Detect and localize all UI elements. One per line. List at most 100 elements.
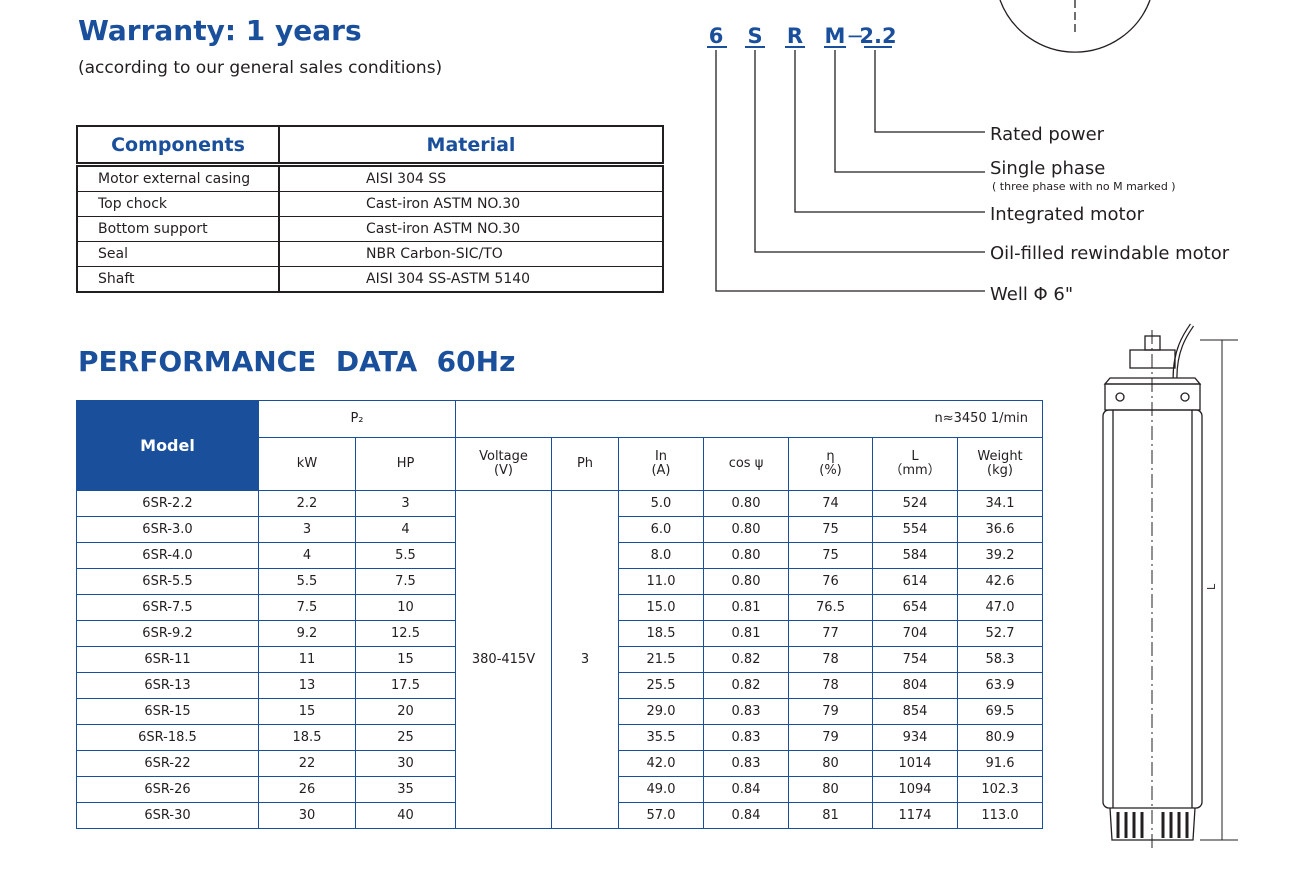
cell: 76.5 xyxy=(788,594,873,621)
cell: 13 xyxy=(258,672,356,699)
cell: 0.81 xyxy=(703,594,789,621)
cell: 76 xyxy=(788,568,873,595)
header: P₂ xyxy=(258,400,456,438)
row: 6SR-9.2 9.2 12.5 18.5 0.81 77 704 52.7 xyxy=(76,620,1044,647)
cell: 79 xyxy=(788,698,873,725)
cell: 30 xyxy=(355,750,456,777)
cell: 6SR-18.5 xyxy=(76,724,259,751)
cell: 75 xyxy=(788,516,873,543)
code-label: Oil-filled rewindable motor xyxy=(990,243,1230,264)
cell: 102.3 xyxy=(956,776,1044,803)
cell: 6SR-7.5 xyxy=(76,594,259,621)
cell: 1174 xyxy=(872,802,958,829)
cell: 4 xyxy=(355,516,456,543)
cell: 6SR-3.0 xyxy=(76,516,259,543)
cell: 15 xyxy=(258,698,356,725)
cell: 80 xyxy=(788,776,873,803)
cell: 6SR-9.2 xyxy=(76,620,259,647)
cell: 15 xyxy=(355,646,456,673)
cell: 6SR-26 xyxy=(76,776,259,803)
cell: 79 xyxy=(788,724,873,751)
cell: NBR Carbon-SIC/TO xyxy=(278,241,664,267)
cell: 3 xyxy=(258,516,356,543)
cell: 0.80 xyxy=(703,516,789,543)
cell: 11 xyxy=(258,646,356,673)
cell: 35.5 xyxy=(618,724,704,751)
cell: 0.83 xyxy=(703,750,789,777)
cell: 10 xyxy=(355,594,456,621)
cell: 25 xyxy=(355,724,456,751)
cell: 21.5 xyxy=(618,646,704,673)
cell: Shaft xyxy=(76,266,280,293)
header: L （mm） xyxy=(872,437,958,491)
cell: 1094 xyxy=(872,776,958,803)
cell: 0.82 xyxy=(703,672,789,699)
cell: 0.84 xyxy=(703,802,789,829)
cell: 75 xyxy=(788,542,873,569)
cell: AISI 304 SS-ASTM 5140 xyxy=(278,266,664,293)
code-part: M xyxy=(825,24,846,48)
code-label: Integrated motor xyxy=(990,204,1145,225)
cell: 3 xyxy=(355,490,456,517)
code-label: Single phase xyxy=(990,158,1105,179)
cell: 5.0 xyxy=(618,490,704,517)
code-part: 2.2 xyxy=(859,24,896,48)
materials-table: Components Material Motor external casing… xyxy=(76,125,664,293)
cell: 0.80 xyxy=(703,568,789,595)
cell: 804 xyxy=(872,672,958,699)
row: 6SR-15 15 20 29.0 0.83 79 854 69.5 xyxy=(76,698,1044,725)
cell: 6SR-5.5 xyxy=(76,568,259,595)
cell: 12.5 xyxy=(355,620,456,647)
cell: 113.0 xyxy=(956,802,1044,829)
cell: 80 xyxy=(788,750,873,777)
cell: 25.5 xyxy=(618,672,704,699)
cell: 18.5 xyxy=(618,620,704,647)
cell: 30 xyxy=(258,802,356,829)
cell: 17.5 xyxy=(355,672,456,699)
code-label: Well Φ 6" xyxy=(990,284,1073,305)
cell: 0.82 xyxy=(703,646,789,673)
row: 6SR-3.0 3 4 6.0 0.80 75 554 36.6 xyxy=(76,516,1044,543)
cell: 704 xyxy=(872,620,958,647)
cell: 5.5 xyxy=(355,542,456,569)
cell: 34.1 xyxy=(956,490,1044,517)
cell: 6.0 xyxy=(618,516,704,543)
cell: 63.9 xyxy=(956,672,1044,699)
row: 6SR-30 30 40 57.0 0.84 81 1174 113.0 xyxy=(76,802,1044,829)
header: HP xyxy=(355,437,456,491)
cell: 77 xyxy=(788,620,873,647)
row: 6SR-11 11 15 21.5 0.82 78 754 58.3 xyxy=(76,646,1044,673)
cell: 22 xyxy=(258,750,356,777)
dimension-label: L xyxy=(1205,583,1218,590)
cell: 3 xyxy=(551,490,619,829)
cell: 2.2 xyxy=(258,490,356,517)
cell: 4 xyxy=(258,542,356,569)
cell: 74 xyxy=(788,490,873,517)
row: Top chock Cast-iron ASTM NO.30 xyxy=(76,191,664,217)
cell: 6SR-11 xyxy=(76,646,259,673)
cell: 49.0 xyxy=(618,776,704,803)
cell: 0.80 xyxy=(703,542,789,569)
cell: AISI 304 SS xyxy=(278,164,664,192)
cell: 584 xyxy=(872,542,958,569)
cell: 654 xyxy=(872,594,958,621)
header: n≈3450 1/min xyxy=(454,400,1044,438)
cell: 52.7 xyxy=(956,620,1044,647)
warranty-title: Warranty: 1 years xyxy=(78,14,362,47)
header: cos ψ xyxy=(703,437,789,491)
cell: 0.83 xyxy=(703,724,789,751)
cell: 29.0 xyxy=(618,698,704,725)
code-part: S xyxy=(747,24,762,48)
cell: 554 xyxy=(872,516,958,543)
header: Material xyxy=(278,125,664,167)
cell: 81 xyxy=(788,802,873,829)
cell: 40 xyxy=(355,802,456,829)
cell: 35 xyxy=(355,776,456,803)
cell: 7.5 xyxy=(355,568,456,595)
code-part: R xyxy=(787,24,803,48)
header: kW xyxy=(258,437,356,491)
row: 6SR-2.2 2.2 3 380-415V 3 5.0 0.80 74 524 34.1 xyxy=(76,490,1044,829)
cell: 91.6 xyxy=(956,750,1044,777)
